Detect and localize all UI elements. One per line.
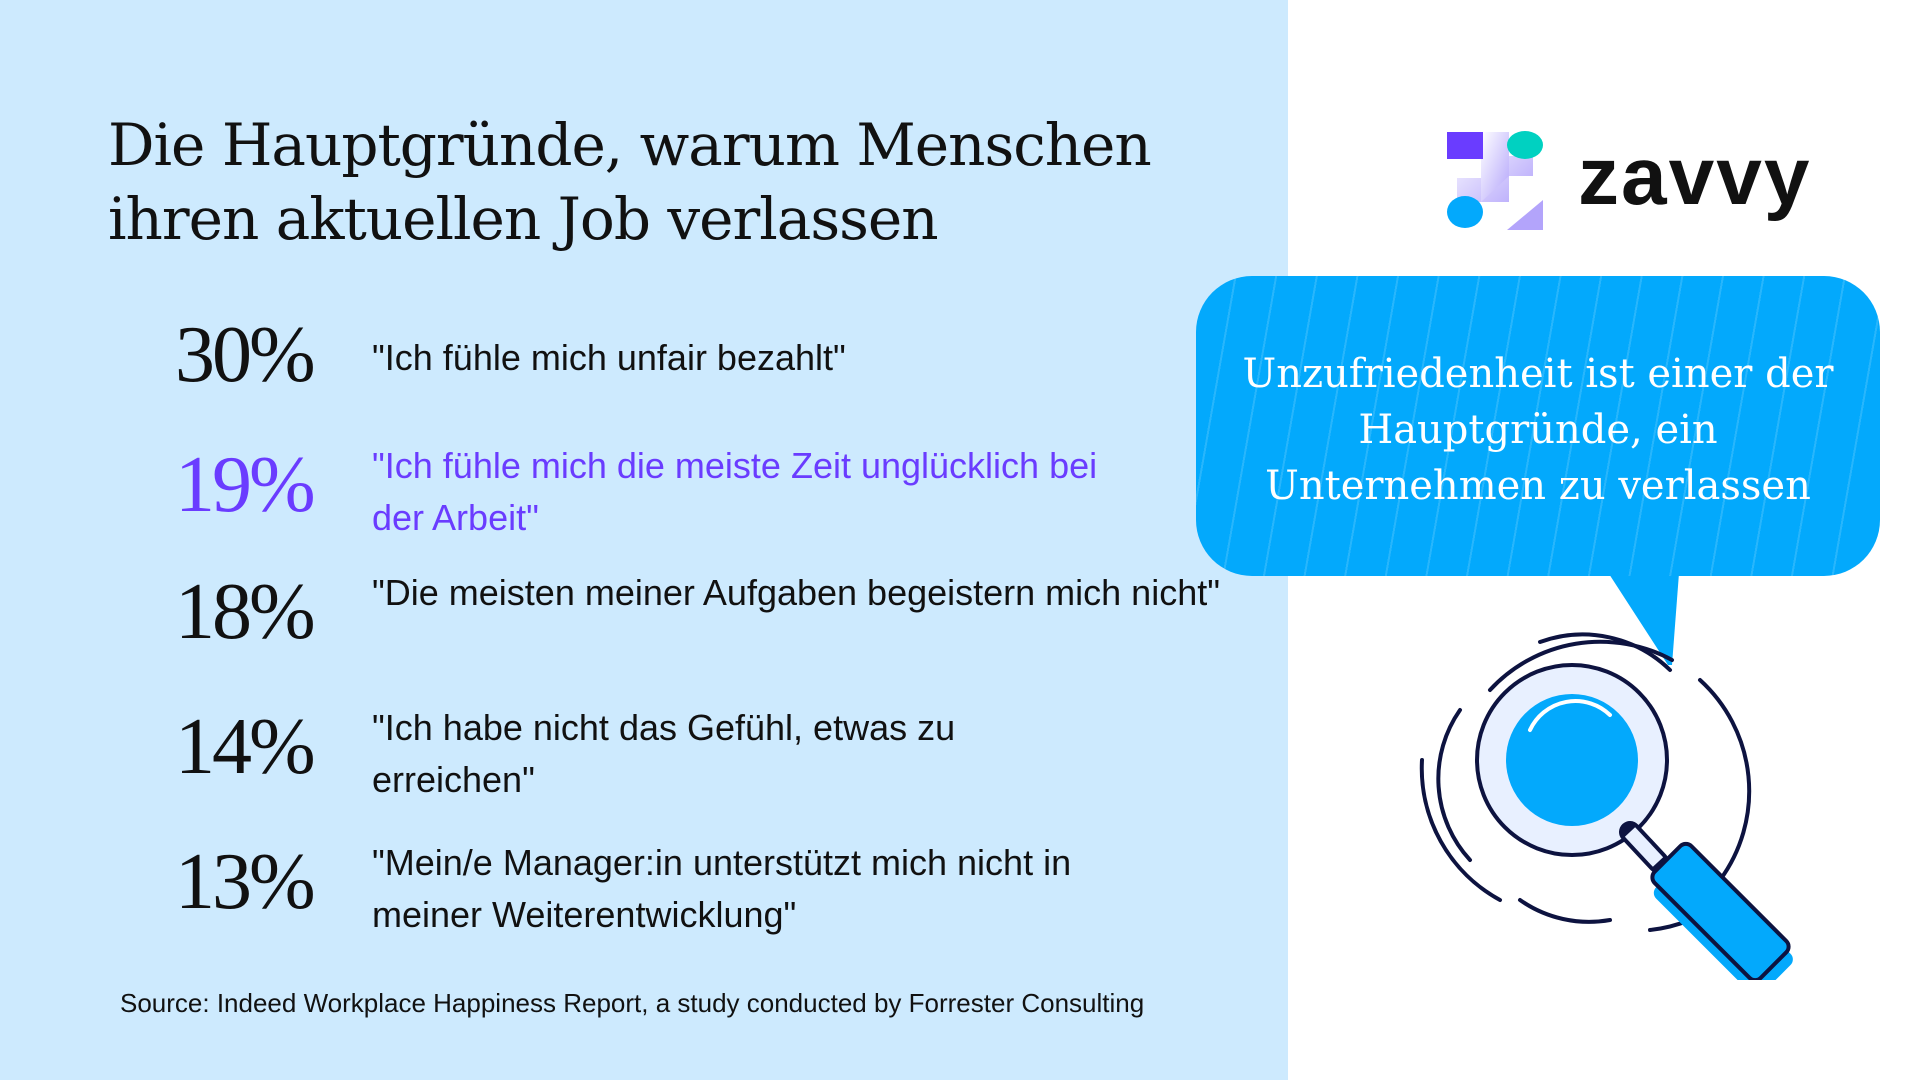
bubble-line: Unternehmen zu verlassen [1265,463,1811,509]
magnifier-icon [1419,632,1793,980]
stat-row: 18% "Die meisten meiner Aufgaben begeist… [175,567,1275,677]
title-line: Die Hauptgründe, warum Menschen [108,111,1152,179]
stat-percent: 18% [175,568,316,656]
page-title: Die Hauptgründe, warum Menschen ihren ak… [108,108,1152,256]
stat-quote: "Ich fühle mich die meiste Zeit unglückl… [372,445,1098,538]
bubble-line: Hauptgründe, ein [1358,407,1718,453]
stat-quote: "Ich fühle mich unfair bezahlt" [372,337,846,378]
bubble-tail [1600,560,1680,665]
logo-wordmark: zavvy [1578,131,1812,222]
stat-percent: 19% [175,441,316,529]
stat-row: 30% "Ich fühle mich unfair bezahlt" [175,310,1275,420]
speech-bubble: Unzufriedenheit ist einer der Hauptgründ… [1196,276,1880,576]
stat-percent: 30% [175,311,316,399]
stat-percent: 14% [175,703,316,791]
title-line: ihren aktuellen Job verlassen [108,185,939,253]
stat-row: 13% "Mein/e Manager:in unterstützt mich … [175,837,1275,947]
left-panel [0,0,1288,1080]
stat-quote: "Die meisten meiner Aufgaben begeistern … [372,572,1221,613]
stat-percent: 13% [175,838,316,926]
bubble-text: Unzufriedenheit ist einer der Hauptgründ… [1196,346,1880,514]
stat-quote: "Mein/e Manager:in unterstützt mich nich… [372,842,1072,935]
bubble-line: Unzufriedenheit ist einer der [1242,351,1834,397]
stat-row: 14% "Ich habe nicht das Gefühl, etwas zu… [175,702,1275,812]
source-note: Source: Indeed Workplace Happiness Repor… [120,988,1145,1018]
stat-row: 19% "Ich fühle mich die meiste Zeit ungl… [175,440,1275,550]
zavvy-logo-icon [1447,131,1543,230]
stat-quote: "Ich habe nicht das Gefühl, etwas zu err… [372,707,956,800]
